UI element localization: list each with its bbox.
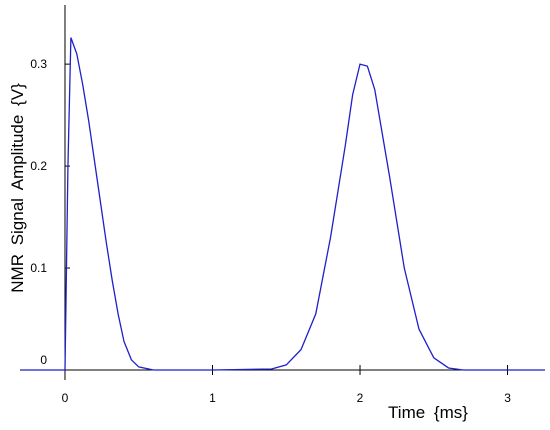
y-tick-label: 0.1 <box>30 261 47 275</box>
signal-line <box>20 37 545 371</box>
y-tick-label: 0.3 <box>30 57 47 71</box>
x-axis-label: Time {ms} <box>388 403 468 422</box>
x-tick-label: 1 <box>209 391 216 405</box>
x-tick-label: 0 <box>62 391 69 405</box>
x-tick-label: 2 <box>357 391 364 405</box>
x-tick-label: 3 <box>504 391 511 405</box>
y-tick-label: 0.2 <box>30 159 47 173</box>
y-axis-label: NMR Signal Amplitude {V} <box>8 83 27 293</box>
y-tick-label: 0 <box>40 353 47 367</box>
